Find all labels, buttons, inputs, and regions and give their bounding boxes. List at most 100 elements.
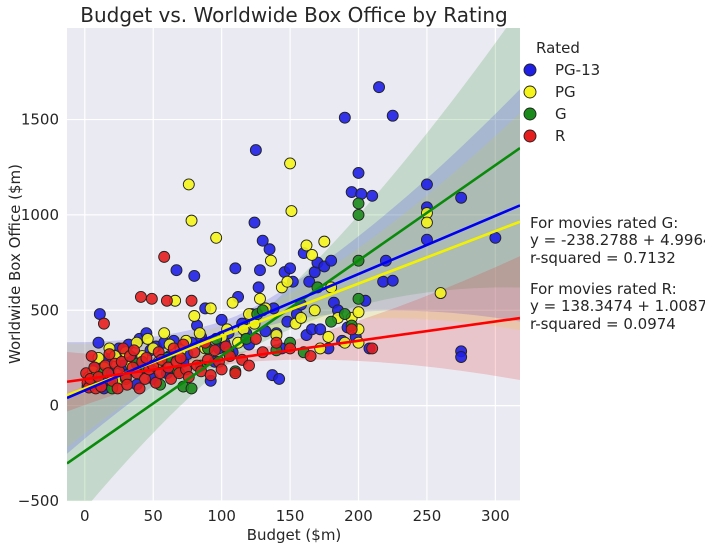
point-pg-13 (420, 178, 433, 191)
chart-title: Budget vs. Worldwide Box Office by Ratin… (80, 3, 508, 27)
legend-label-g: G (555, 105, 567, 123)
point-pg (352, 306, 365, 319)
point-r (204, 369, 217, 382)
x-tick-label: 250 (413, 507, 442, 525)
point-pg (284, 157, 297, 170)
point-pg-13 (345, 186, 358, 198)
point-r (284, 342, 297, 355)
point-r (208, 344, 221, 357)
point-r (165, 372, 177, 385)
point-pg (318, 235, 331, 248)
point-r (121, 378, 134, 391)
point-pg (306, 249, 318, 261)
y-tick-label: 500 (30, 301, 59, 319)
point-pg-13 (249, 144, 262, 157)
point-pg (264, 254, 277, 267)
point-pg (322, 331, 335, 343)
point-pg (295, 311, 307, 324)
point-r (103, 348, 116, 361)
point-pg (193, 327, 206, 340)
point-pg (185, 214, 198, 227)
point-pg-13 (338, 111, 351, 124)
point-pg-13 (92, 336, 105, 349)
point-g (338, 308, 351, 321)
point-pg-13 (248, 216, 261, 229)
x-tick-label: 100 (207, 507, 236, 525)
point-r (158, 250, 171, 263)
annotation-block: For movies rated G: y = -238.2788 + 4.99… (530, 214, 705, 333)
annotation-g-rsquared: r-squared = 0.7132 (530, 249, 676, 267)
legend-marker-r (523, 129, 537, 143)
point-pg (300, 239, 313, 252)
point-pg (204, 302, 217, 315)
fit-line-pg-13 (67, 204, 520, 400)
point-r (160, 294, 173, 307)
legend-marker-pg (523, 85, 537, 99)
point-pg (285, 205, 298, 218)
point-g (352, 292, 365, 305)
point-pg-13 (229, 262, 242, 275)
point-pg-13 (366, 189, 379, 202)
annotation-r-rsquared: r-squared = 0.0974 (530, 315, 676, 333)
point-g (352, 208, 365, 221)
point-pg-13 (373, 81, 385, 94)
point-g (325, 315, 338, 328)
point-r (128, 344, 141, 357)
point-pg-13 (263, 243, 276, 256)
point-r (98, 317, 110, 330)
point-pg (141, 332, 154, 345)
point-pg-13 (254, 264, 266, 277)
x-tick-label: 0 (80, 507, 90, 525)
point-pg-13 (215, 313, 228, 326)
legend-label-pg-13: PG-13 (555, 61, 600, 79)
point-pg (281, 275, 294, 288)
point-g (352, 197, 365, 210)
point-pg (188, 310, 201, 322)
x-tick-label: 150 (276, 507, 305, 525)
point-pg-13 (325, 254, 338, 267)
y-tick-label: 1500 (21, 111, 59, 129)
point-pg-13 (352, 167, 365, 179)
legend-marker-pg-13 (523, 63, 537, 77)
legend-items: PG-13 PG GR (523, 61, 600, 145)
point-r (215, 363, 228, 376)
point-pg-13 (314, 323, 327, 336)
point-pg (226, 296, 239, 309)
y-axis-label: Worldwide Box Office ($m) (6, 164, 24, 364)
point-pg-13 (273, 372, 286, 385)
point-r (134, 290, 147, 303)
point-pg-13 (284, 262, 297, 275)
point-r (133, 382, 146, 395)
annotation-g-title: For movies rated G: (530, 214, 678, 232)
legend: Rated PG-13 PG GR (523, 39, 600, 145)
annotation-r-equation: y = 138.3474 + 1.0087*x (530, 297, 705, 315)
point-r (270, 336, 283, 349)
point-pg-13 (170, 264, 183, 277)
legend-label-pg: PG (555, 83, 576, 101)
point-pg-13 (386, 109, 399, 122)
point-pg-13 (386, 274, 399, 287)
point-r (145, 292, 158, 305)
point-pg-13 (256, 234, 269, 247)
point-pg-13 (303, 275, 316, 288)
point-pg (434, 287, 447, 300)
point-g (185, 382, 198, 395)
regression-lines (67, 146, 520, 465)
x-tick-label: 300 (481, 507, 510, 525)
point-r (366, 342, 379, 355)
annotation-g-equation: y = -238.2788 + 4.9964*x (530, 231, 705, 249)
point-r (345, 323, 358, 336)
point-pg (352, 336, 365, 349)
point-pg-13 (455, 351, 468, 363)
point-pg (308, 304, 321, 317)
y-tick-label: 1000 (21, 206, 59, 224)
point-pg (182, 178, 195, 191)
y-tick-label: 0 (49, 397, 59, 415)
legend-label-r: R (555, 127, 565, 145)
point-pg (420, 216, 433, 229)
x-axis-label: Budget ($m) (247, 526, 342, 544)
data-points (80, 81, 502, 395)
x-tick-label: 200 (344, 507, 373, 525)
point-r (115, 355, 128, 368)
